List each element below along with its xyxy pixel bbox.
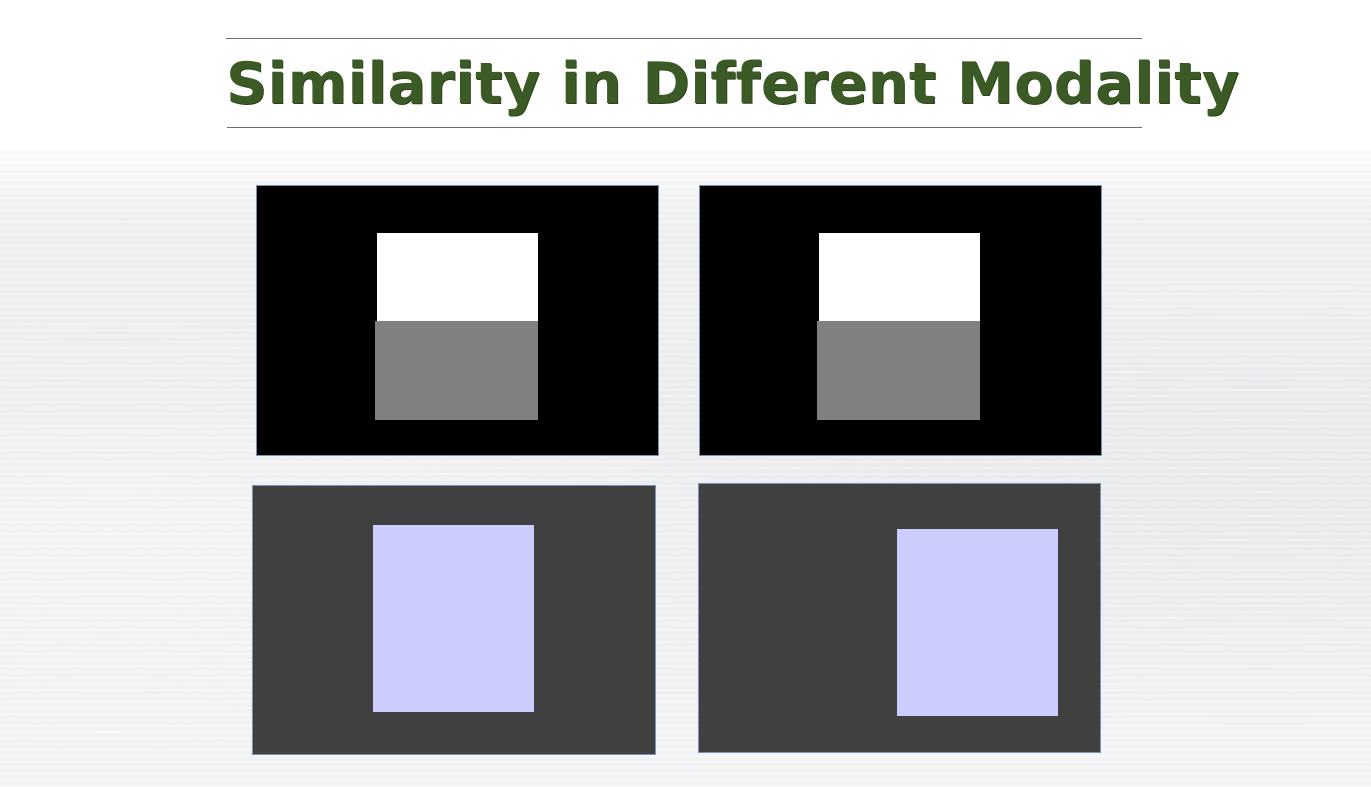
slide-title: Similarity in Different Modality: [226, 51, 1240, 117]
panel-bottom-right: [698, 483, 1101, 753]
panel-bottom-left: [252, 485, 656, 755]
panel-top-right: [699, 185, 1102, 456]
lavender-rectangle: [373, 525, 534, 712]
gray-rectangle: [817, 321, 980, 420]
panel-top-left: [256, 185, 659, 456]
title-bottom-rule: [227, 127, 1142, 128]
white-rectangle: [819, 233, 980, 321]
white-rectangle: [377, 233, 538, 321]
gray-rectangle: [375, 321, 538, 420]
lavender-rectangle: [897, 529, 1058, 716]
title-top-rule: [226, 38, 1142, 39]
background-texture: [0, 150, 1371, 787]
